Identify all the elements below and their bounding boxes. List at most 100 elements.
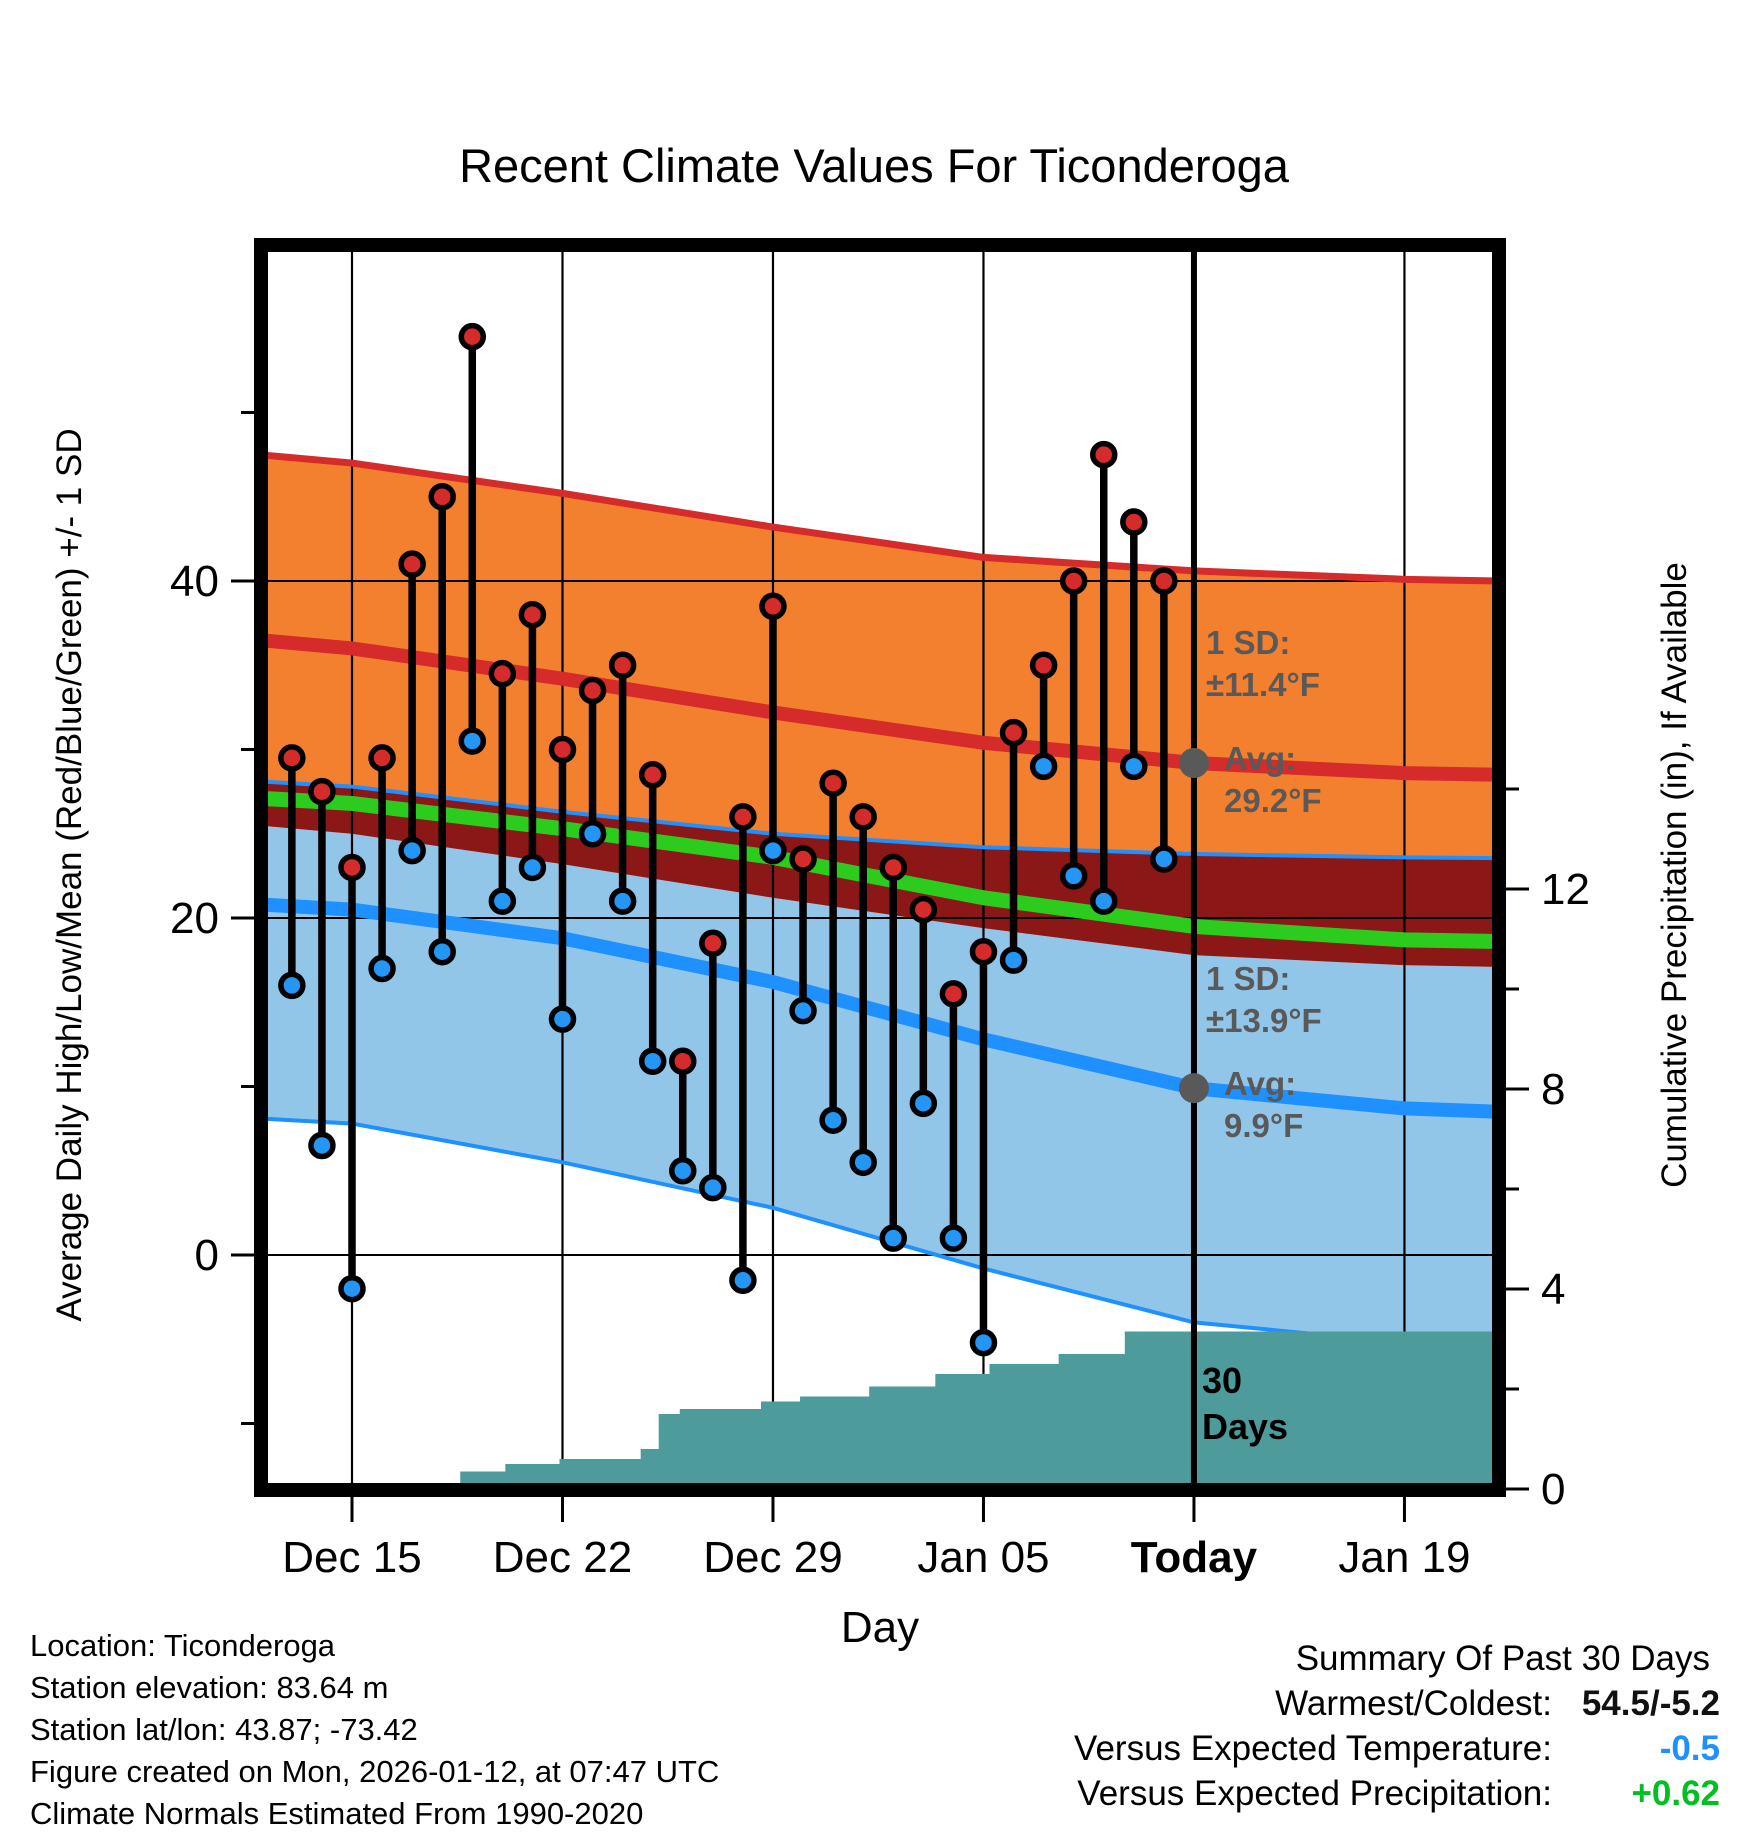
stem-Jan-09	[1090, 440, 1118, 915]
stem-Dec-28	[729, 803, 757, 1295]
high-dot	[518, 600, 547, 629]
high-dot	[849, 803, 877, 831]
high-dot	[458, 322, 487, 351]
high-dot	[548, 735, 577, 764]
low-dot	[819, 1106, 847, 1134]
stem-Dec-18	[428, 483, 456, 966]
high-sd-annotation: 1 SD: ±11.4°F	[1206, 622, 1320, 706]
stem-Dec-24	[608, 651, 637, 915]
low-mean-line	[261, 897, 1499, 1119]
summary-value: +0.62	[1631, 1774, 1720, 1813]
high-dot	[789, 845, 817, 873]
low-dot	[308, 1131, 336, 1160]
high-sd-label: 1 SD:	[1206, 624, 1291, 661]
stem-Jan-01	[849, 803, 877, 1177]
low-dot	[789, 996, 817, 1025]
high-dot	[879, 853, 908, 882]
stem-Jan-07	[1029, 651, 1058, 781]
metadata-latlon: Station lat/lon: 43.87; -73.42	[30, 1712, 418, 1747]
stem-Dec-26	[669, 1047, 697, 1185]
stem-Dec-25	[638, 761, 667, 1075]
left-axis-title: Average Daily High/Low/Mean (Red/Blue/Gr…	[50, 428, 89, 1322]
mean-line	[261, 790, 1499, 950]
low-sd-value: ±13.9°F	[1206, 1002, 1322, 1039]
stem-Dec-27	[699, 929, 727, 1202]
page-title: Recent Climate Values For Ticonderoga	[459, 139, 1289, 192]
high-dot	[999, 718, 1028, 747]
stem-Jan-08	[1059, 567, 1088, 890]
period-annotation: 30 Days	[1202, 1358, 1288, 1450]
low-sd-label: 1 SD:	[1206, 960, 1291, 997]
high-avg-annotation: Avg: 29.2°F	[1224, 738, 1322, 822]
high-dot	[308, 777, 336, 806]
metadata-location: Location: Ticonderoga	[30, 1628, 336, 1663]
high-sd-value: ±11.4°F	[1206, 666, 1320, 703]
x-tick-label-Today: Today	[1131, 1533, 1258, 1582]
high-dot	[1029, 651, 1058, 679]
today-avg-marker-high-mean	[1178, 747, 1209, 778]
low-dot	[879, 1224, 908, 1252]
low-dot	[999, 946, 1028, 974]
low-upper-sd-line	[261, 779, 1499, 861]
high-mean-line	[261, 633, 1499, 782]
high-dot	[278, 744, 306, 772]
high-dot	[1120, 508, 1148, 536]
stem-Jan-03	[909, 895, 938, 1118]
high-dot	[969, 937, 998, 966]
stem-Jan-06	[999, 718, 1028, 974]
high-dot	[1150, 567, 1178, 595]
low-dot	[518, 853, 547, 882]
right-tick-label-0: 0	[1541, 1465, 1565, 1514]
summary-value: -0.5	[1659, 1729, 1720, 1768]
stem-Dec-29	[759, 592, 787, 865]
summary-panel: Summary Of Past 30 Days Warmest/Coldest:…	[1074, 1636, 1720, 1816]
stem-Dec-22	[548, 735, 577, 1033]
stem-Jan-02	[879, 853, 908, 1252]
high-dot	[759, 592, 787, 621]
left-tick-label-0: 0	[195, 1231, 219, 1280]
low-dot	[759, 836, 787, 865]
x-tick-label-Dec-29: Dec 29	[703, 1533, 842, 1582]
metadata-created: Figure created on Mon, 2026-01-12, at 07…	[30, 1754, 720, 1789]
low-dot	[428, 937, 456, 966]
low-dot	[699, 1173, 727, 1202]
stem-Jan-10	[1120, 508, 1148, 781]
summary-value: 54.5/-5.2	[1581, 1684, 1720, 1723]
high-dot	[669, 1047, 697, 1075]
low-dot	[849, 1148, 877, 1177]
high-avg-value: 29.2°F	[1224, 782, 1322, 819]
low-dot	[398, 836, 426, 865]
high-dot	[638, 761, 667, 789]
stem-Dec-13	[278, 744, 306, 1000]
left-tick-label-40: 40	[170, 557, 219, 606]
x-tick-label-Jan-19: Jan 19	[1338, 1533, 1470, 1582]
precip-area	[454, 1331, 1499, 1489]
stem-Dec-20	[488, 659, 517, 915]
summary-row-vs-precipitation: Versus Expected Precipitation: +0.62	[1074, 1771, 1720, 1816]
stem-Dec-15	[338, 853, 366, 1303]
low-dot	[278, 971, 306, 1000]
low-avg-annotation: Avg: 9.9°F	[1224, 1063, 1303, 1147]
today-avg-marker-low-mean	[1178, 1073, 1209, 1104]
low-dot	[488, 887, 517, 915]
low-dot	[1150, 845, 1178, 873]
low-dot	[578, 820, 607, 848]
left-tick-label-20: 20	[170, 894, 219, 943]
low-dot	[729, 1266, 757, 1295]
right-tick-label-4: 4	[1541, 1265, 1565, 1314]
metadata-elevation: Station elevation: 83.64 m	[30, 1670, 389, 1705]
high-dot	[428, 483, 456, 511]
stem-Dec-16	[368, 744, 396, 983]
low-dot	[1059, 862, 1088, 890]
stem-Dec-30	[789, 845, 817, 1025]
high-dot	[1059, 567, 1088, 595]
low-dot	[338, 1274, 366, 1303]
plot-frame	[254, 238, 1506, 1497]
high-dot	[488, 659, 517, 688]
high-dot	[819, 769, 847, 797]
high-dot	[398, 550, 426, 578]
high-dot	[939, 980, 968, 1008]
x-tick-label-Dec-15: Dec 15	[282, 1533, 421, 1582]
low-dot	[548, 1005, 577, 1033]
